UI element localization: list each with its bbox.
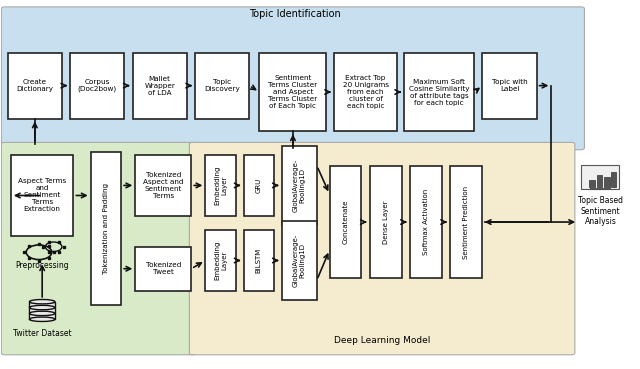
FancyBboxPatch shape bbox=[8, 53, 62, 118]
FancyBboxPatch shape bbox=[244, 155, 274, 215]
Text: BiLSTM: BiLSTM bbox=[256, 248, 262, 273]
FancyBboxPatch shape bbox=[483, 53, 537, 118]
Text: Preprocessing: Preprocessing bbox=[15, 261, 69, 270]
FancyBboxPatch shape bbox=[11, 155, 74, 236]
Text: Corpus
(Doc2bow): Corpus (Doc2bow) bbox=[77, 79, 117, 92]
FancyBboxPatch shape bbox=[29, 302, 55, 319]
Ellipse shape bbox=[29, 317, 55, 321]
FancyBboxPatch shape bbox=[1, 7, 584, 150]
FancyBboxPatch shape bbox=[282, 221, 317, 300]
FancyBboxPatch shape bbox=[450, 166, 482, 278]
FancyBboxPatch shape bbox=[132, 53, 187, 118]
Text: Topic with
Label: Topic with Label bbox=[492, 79, 527, 92]
FancyBboxPatch shape bbox=[581, 165, 620, 189]
Text: Deep Learning Model: Deep Learning Model bbox=[334, 336, 431, 345]
FancyBboxPatch shape bbox=[70, 53, 124, 118]
Text: Sentiment Prediction: Sentiment Prediction bbox=[463, 186, 469, 259]
Text: Mallet
Wrapper
of LDA: Mallet Wrapper of LDA bbox=[144, 76, 175, 96]
Ellipse shape bbox=[29, 306, 55, 310]
FancyBboxPatch shape bbox=[370, 166, 401, 278]
FancyBboxPatch shape bbox=[259, 53, 326, 131]
FancyBboxPatch shape bbox=[1, 142, 196, 355]
FancyBboxPatch shape bbox=[596, 175, 602, 187]
Text: Topic
Discovery: Topic Discovery bbox=[204, 79, 240, 92]
FancyBboxPatch shape bbox=[611, 172, 616, 187]
Text: Concatenate: Concatenate bbox=[342, 200, 349, 244]
Text: GRU: GRU bbox=[256, 178, 262, 193]
FancyBboxPatch shape bbox=[205, 230, 236, 291]
Text: Tokenized
Aspect and
Sentiment
Terms: Tokenized Aspect and Sentiment Terms bbox=[143, 172, 184, 199]
FancyBboxPatch shape bbox=[195, 53, 249, 118]
FancyBboxPatch shape bbox=[334, 53, 397, 131]
Ellipse shape bbox=[29, 311, 55, 315]
FancyBboxPatch shape bbox=[589, 180, 595, 187]
Text: Tokenized
Tweet: Tokenized Tweet bbox=[145, 262, 181, 275]
Text: Softmax Activation: Softmax Activation bbox=[423, 189, 429, 255]
Text: Aspect Terms
and
Sentiment
Terms
Extraction: Aspect Terms and Sentiment Terms Extract… bbox=[18, 179, 67, 213]
Text: Embedding
Layer: Embedding Layer bbox=[214, 241, 227, 280]
FancyBboxPatch shape bbox=[135, 247, 191, 291]
FancyBboxPatch shape bbox=[135, 155, 191, 215]
FancyBboxPatch shape bbox=[604, 177, 610, 187]
Text: Dense Layer: Dense Layer bbox=[383, 200, 388, 244]
FancyBboxPatch shape bbox=[330, 166, 362, 278]
FancyBboxPatch shape bbox=[91, 152, 121, 306]
Text: Twitter Dataset: Twitter Dataset bbox=[13, 330, 72, 338]
FancyBboxPatch shape bbox=[282, 146, 317, 225]
FancyBboxPatch shape bbox=[244, 230, 274, 291]
FancyBboxPatch shape bbox=[189, 142, 575, 355]
FancyBboxPatch shape bbox=[404, 53, 474, 131]
Text: Tokenization and Padding: Tokenization and Padding bbox=[103, 183, 109, 274]
Text: Topic Based
Sentiment
Analysis: Topic Based Sentiment Analysis bbox=[578, 196, 623, 226]
Text: Topic Identification: Topic Identification bbox=[248, 9, 340, 19]
Text: GlobalAverage-
Pooling1D: GlobalAverage- Pooling1D bbox=[292, 234, 306, 287]
Text: Sentiment
Terms Cluster
and Aspect
Terms Cluster
of Each Topic: Sentiment Terms Cluster and Aspect Terms… bbox=[268, 75, 317, 109]
Text: GlobalAverage-
Pooling1D: GlobalAverage- Pooling1D bbox=[292, 159, 306, 212]
Text: Maximum Soft
Cosine Similarity
of attribute tags
for each topic: Maximum Soft Cosine Similarity of attrib… bbox=[409, 79, 469, 106]
FancyBboxPatch shape bbox=[205, 155, 236, 215]
FancyBboxPatch shape bbox=[410, 166, 442, 278]
Ellipse shape bbox=[29, 300, 55, 304]
Text: Extract Top
20 Unigrams
from each
cluster of
each topic: Extract Top 20 Unigrams from each cluste… bbox=[342, 75, 388, 109]
Text: Embedding
Layer: Embedding Layer bbox=[214, 166, 227, 205]
Text: Create
Dictionary: Create Dictionary bbox=[17, 79, 53, 92]
